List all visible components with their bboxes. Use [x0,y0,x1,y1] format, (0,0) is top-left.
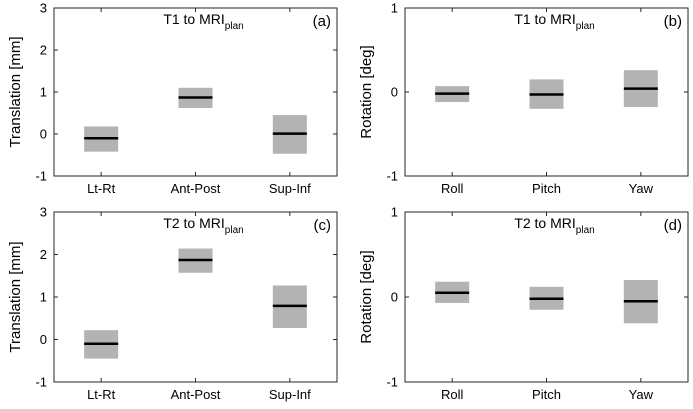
ytick-label: -1 [386,169,398,184]
panel-label: (d) [664,217,682,234]
panel-label: (b) [664,13,682,30]
ytick-label: 1 [391,205,398,220]
panel-b: -1 0 1 Roll Pitch Yaw Rotation [deg] T1 to MRIp… [358,1,689,196]
xtick-label-roll: Roll [441,387,464,402]
xtick-label-pitch: Pitch [532,387,561,402]
ytick-label: 3 [40,205,47,220]
panel-label: (c) [314,217,332,234]
ytick-label: 1 [391,1,398,16]
xtick-label-yaw: Yaw [629,387,654,402]
panel-c: -1 0 1 2 3 Lt-Rt Ant-Post Sup-Inf Translation [m… [7,205,338,402]
ytick-label: -1 [35,169,47,184]
y-axis-label: Rotation [deg] [358,45,375,138]
panel-d: -1 0 1 Roll Pitch Yaw Rotation [deg] T2 to MRIp… [358,205,689,402]
xtick-label-yaw: Yaw [629,181,654,196]
chart-title: T1 to MRIplan [163,11,243,32]
ytick-label: 0 [391,290,398,305]
ytick-label: 0 [391,85,398,100]
y-axis-label: Translation [mm] [7,36,24,147]
y-axis-label: Translation [mm] [7,241,24,352]
ytick-label: 2 [40,43,47,58]
panel-a: -1 0 1 2 3 Lt-Rt Ant-Post Sup-Inf Translation [m… [7,1,338,196]
ytick-label: 2 [40,247,47,262]
chart-title: T2 to MRIplan [514,215,594,236]
xtick-label-sup-inf: Sup-Inf [269,181,311,196]
ytick-label: 3 [40,1,47,16]
xtick-label-ant-post: Ant-Post [171,181,221,196]
ytick-label: 1 [40,85,47,100]
ytick-label: -1 [386,375,398,390]
xtick-label-roll: Roll [441,181,464,196]
ytick-label: 1 [40,290,47,305]
ytick-label: 0 [40,127,47,142]
chart-title: T1 to MRIplan [514,11,594,32]
xtick-label-sup-inf: Sup-Inf [269,387,311,402]
panel-label: (a) [313,13,331,30]
xtick-label-lt-rt: Lt-Rt [87,387,116,402]
xtick-label-pitch: Pitch [532,181,561,196]
ytick-label: -1 [35,375,47,390]
y-axis-label: Rotation [deg] [358,250,375,343]
xtick-label-ant-post: Ant-Post [171,387,221,402]
xtick-label-lt-rt: Lt-Rt [87,181,116,196]
chart-title: T2 to MRIplan [163,215,243,236]
ytick-label: 0 [40,332,47,347]
